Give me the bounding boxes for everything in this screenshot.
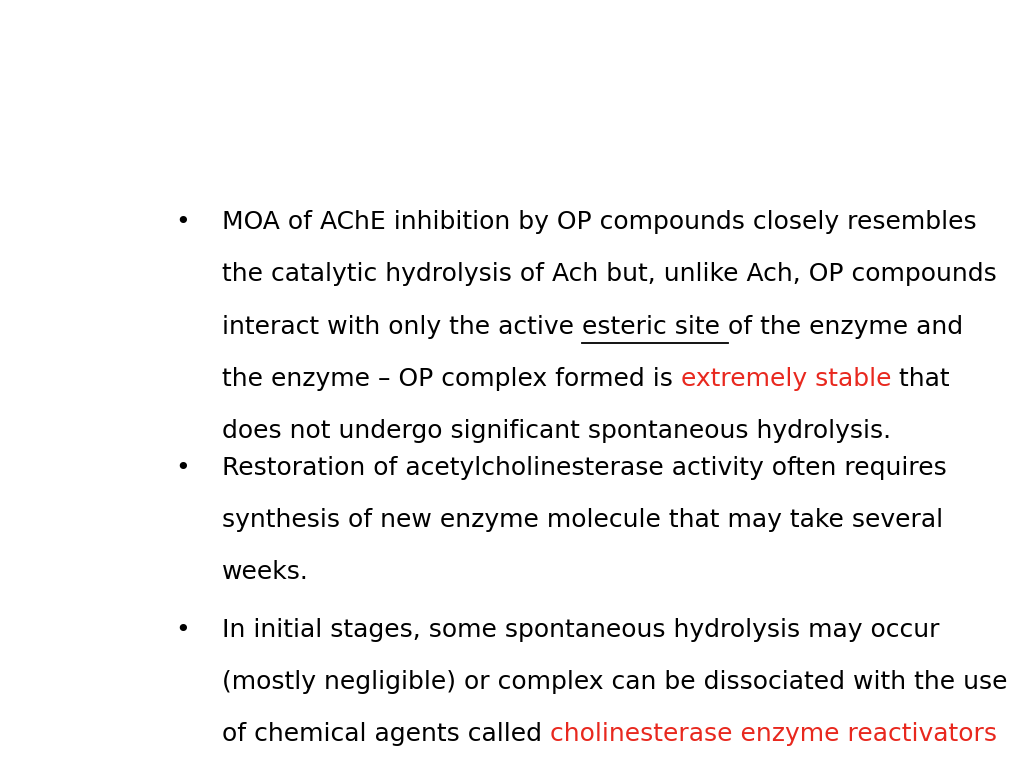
Text: MOA of AChE inhibition by OP compounds closely resembles: MOA of AChE inhibition by OP compounds c…	[221, 210, 976, 234]
Text: •: •	[176, 618, 190, 642]
Text: does not undergo significant spontaneous hydrolysis.: does not undergo significant spontaneous…	[221, 419, 891, 442]
Text: cholinesterase enzyme reactivators: cholinesterase enzyme reactivators	[550, 722, 996, 746]
Text: synthesis of new enzyme molecule that may take several: synthesis of new enzyme molecule that ma…	[221, 508, 943, 532]
Text: interact with only the active esteric site of the enzyme and: interact with only the active esteric si…	[221, 315, 963, 339]
Text: •: •	[176, 456, 190, 480]
Text: Restoration of acetylcholinesterase activity often requires: Restoration of acetylcholinesterase acti…	[221, 456, 946, 480]
Text: the enzyme – OP complex formed is: the enzyme – OP complex formed is	[221, 366, 681, 391]
Text: that: that	[891, 366, 949, 391]
Text: •: •	[176, 210, 190, 234]
Text: of chemical agents called: of chemical agents called	[221, 722, 550, 746]
Text: weeks.: weeks.	[221, 560, 308, 584]
Text: extremely stable: extremely stable	[681, 366, 891, 391]
Text: the catalytic hydrolysis of Ach but, unlike Ach, OP compounds: the catalytic hydrolysis of Ach but, unl…	[221, 263, 996, 286]
Text: (mostly negligible) or complex can be dissociated with the use: (mostly negligible) or complex can be di…	[221, 670, 1008, 694]
Text: In initial stages, some spontaneous hydrolysis may occur: In initial stages, some spontaneous hydr…	[221, 618, 939, 642]
